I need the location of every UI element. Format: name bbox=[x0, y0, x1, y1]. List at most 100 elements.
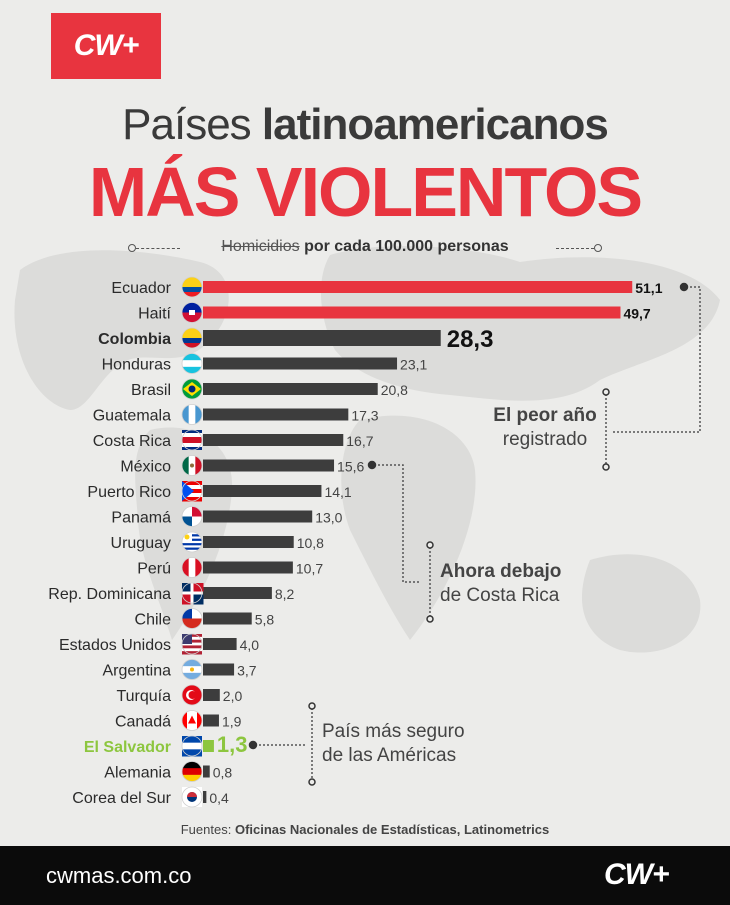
brand-logo: CW+ bbox=[51, 13, 161, 79]
flag-chile-icon bbox=[181, 608, 203, 629]
flag-canada-icon bbox=[181, 710, 203, 731]
bar bbox=[203, 383, 378, 395]
bar bbox=[203, 740, 214, 752]
value-label: 10,8 bbox=[297, 535, 324, 551]
value-label: 8,2 bbox=[275, 586, 295, 602]
source-note: Fuentes: Oficinas Nacionales de Estadíst… bbox=[0, 822, 730, 837]
bar bbox=[203, 536, 294, 548]
flag-costa-rica-icon bbox=[181, 429, 203, 451]
title-line-1: Países latinoamericanos bbox=[0, 100, 730, 150]
bar bbox=[203, 638, 237, 650]
bar bbox=[203, 306, 621, 319]
note-safest-line2: de las Américas bbox=[322, 745, 457, 766]
flag-honduras-icon bbox=[181, 353, 203, 374]
connector-dot bbox=[308, 702, 316, 710]
bar bbox=[203, 765, 210, 778]
bar bbox=[203, 714, 219, 727]
value-label: 0,8 bbox=[213, 765, 233, 781]
flag-panama-icon bbox=[181, 506, 203, 527]
bar bbox=[203, 510, 313, 523]
footer-bar: cwmas.com.co CW+ bbox=[0, 846, 730, 905]
value-label: 2,0 bbox=[223, 688, 243, 704]
flag-peru-icon bbox=[181, 557, 203, 578]
bar bbox=[203, 612, 252, 625]
bar bbox=[203, 587, 272, 599]
flag-argentina-icon bbox=[181, 659, 203, 680]
bar bbox=[203, 281, 633, 293]
note-below-costa-rica: Ahora debajo de Costa Rica bbox=[440, 560, 561, 608]
country-label: Estados Unidos bbox=[59, 637, 171, 654]
value-label: 17,3 bbox=[351, 408, 378, 424]
bar bbox=[203, 357, 398, 370]
connector-below-costa-rica bbox=[378, 464, 420, 583]
bar bbox=[203, 434, 344, 446]
country-label: Turquía bbox=[116, 688, 171, 705]
flag-rep-dominicana-icon bbox=[181, 582, 204, 605]
connector-dot bbox=[602, 463, 610, 471]
note-worst-year-rest: registrado bbox=[502, 429, 588, 450]
country-label: Panamá bbox=[111, 510, 171, 527]
note-below-cr-rest: de Costa Rica bbox=[440, 585, 560, 606]
value-label: 20,8 bbox=[381, 382, 408, 398]
value-label: 15,6 bbox=[337, 459, 364, 475]
bar bbox=[203, 408, 349, 421]
subtitle-rest: por cada 100.000 personas bbox=[304, 238, 509, 255]
value-label: 51,1 bbox=[635, 280, 662, 296]
country-label: Colombia bbox=[98, 331, 171, 348]
country-label: El Salvador bbox=[84, 739, 171, 756]
value-label: 5,8 bbox=[255, 612, 275, 628]
connector-dot bbox=[426, 615, 434, 623]
country-label: Perú bbox=[137, 561, 171, 578]
flag-corea-del-sur-icon bbox=[181, 786, 203, 808]
value-label: 10,7 bbox=[296, 561, 323, 577]
value-label: 0,4 bbox=[209, 790, 229, 806]
country-label: Uruguay bbox=[111, 535, 171, 552]
flag-colombia-icon bbox=[181, 327, 203, 349]
country-label: Corea del Sur bbox=[72, 790, 171, 807]
value-label: 28,3 bbox=[447, 326, 494, 353]
flag-alemania-icon bbox=[181, 761, 203, 782]
value-label: 14,1 bbox=[324, 484, 351, 500]
country-label: Honduras bbox=[102, 357, 171, 374]
flag-guatemala-icon bbox=[181, 404, 203, 425]
bar bbox=[203, 663, 235, 676]
value-label: 1,9 bbox=[222, 714, 242, 730]
country-label: Argentina bbox=[103, 663, 172, 680]
country-label: Puerto Rico bbox=[87, 484, 171, 501]
country-label: Costa Rica bbox=[93, 433, 171, 450]
note-worst-year: El peor año registrado bbox=[485, 404, 605, 452]
source-label: Fuentes: bbox=[180, 822, 232, 837]
subtitle-strike: Homicidios bbox=[221, 238, 300, 255]
brand-logo-text: CW+ bbox=[73, 29, 139, 62]
connector-worst-year bbox=[612, 286, 701, 433]
title-main: MÁS VIOLENTOS bbox=[88, 153, 643, 231]
connector-dot bbox=[308, 778, 316, 786]
source-text: Oficinas Nacionales de Estadísticas, Lat… bbox=[234, 822, 550, 837]
flag-puerto-rico-icon bbox=[181, 480, 203, 502]
country-label: Guatemala bbox=[93, 408, 171, 425]
bar bbox=[203, 561, 293, 574]
connector-dot bbox=[367, 460, 377, 470]
country-label: Haití bbox=[138, 306, 171, 323]
flag-ecuador-icon bbox=[181, 276, 203, 298]
country-label: México bbox=[120, 459, 171, 476]
value-label: 16,7 bbox=[346, 433, 373, 449]
subtitle-line-left bbox=[136, 248, 180, 249]
subtitle-dot-left bbox=[128, 244, 136, 252]
note-worst-year-bold: El peor año bbox=[493, 405, 597, 426]
flag-estados-unidos-icon bbox=[181, 633, 203, 655]
connector-dot bbox=[248, 740, 258, 750]
subtitle-dot-right bbox=[594, 244, 602, 252]
footer-logo: CW+ bbox=[604, 858, 669, 891]
bar bbox=[203, 791, 207, 803]
bar bbox=[203, 689, 220, 701]
country-label: Chile bbox=[135, 612, 172, 629]
value-label: 4,0 bbox=[240, 637, 260, 653]
flag-brasil-icon bbox=[181, 378, 203, 400]
country-label: Alemania bbox=[104, 765, 171, 782]
footer-url[interactable]: cwmas.com.co bbox=[46, 863, 192, 888]
connector-dot bbox=[602, 388, 610, 396]
connector-dot bbox=[679, 282, 689, 292]
flag-el-salvador-icon bbox=[181, 735, 203, 757]
